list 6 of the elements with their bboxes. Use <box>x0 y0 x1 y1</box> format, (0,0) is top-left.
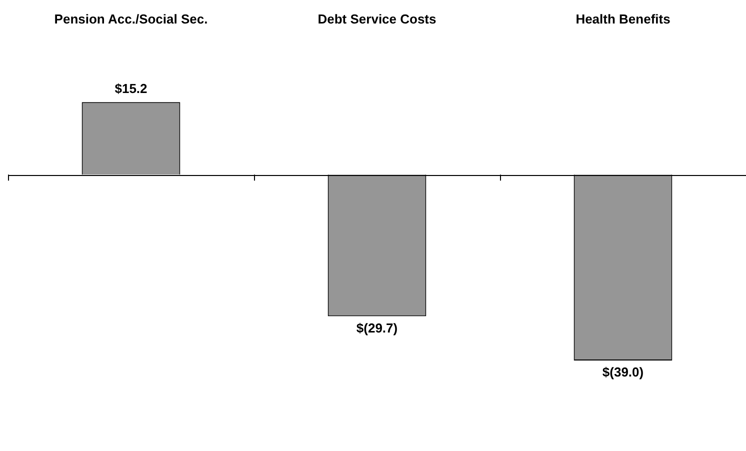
x-tick-label: Pension Acc./Social Sec. <box>54 11 208 26</box>
data-label: $(39.0) <box>602 364 644 380</box>
data-label: $(29.7) <box>356 320 398 336</box>
x-tick-label: Debt Service Costs <box>318 11 436 26</box>
data-label: $15.2 <box>114 81 148 96</box>
x-tick-label: Health Benefits <box>576 11 670 26</box>
